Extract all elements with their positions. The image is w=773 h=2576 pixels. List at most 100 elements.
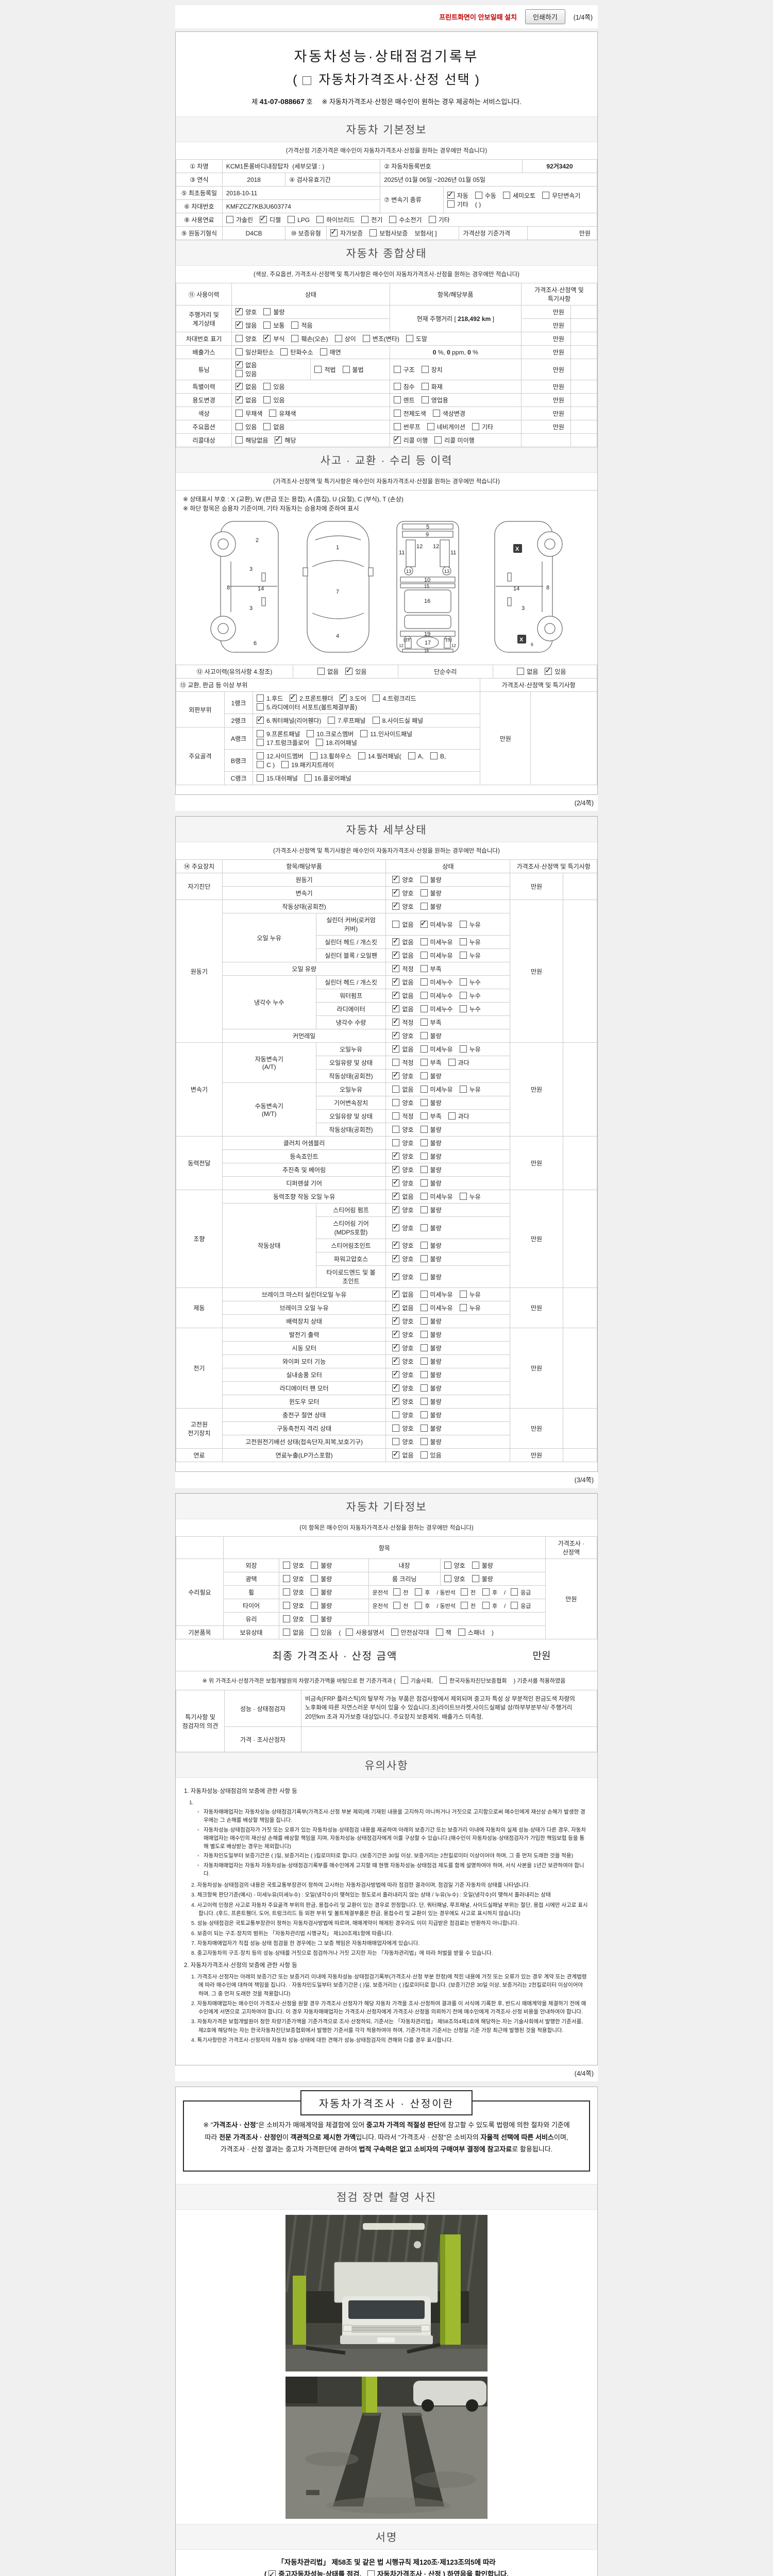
transmission-options-line1: 자동 수동 세미오토 무단변속기 [447,190,593,200]
option-text: ( ) [475,200,481,208]
page-indicator-4: (4/4쪽) [175,2065,598,2082]
option: 부족 [420,964,442,973]
page-2: 자동차 세부상태 (가격조사·산정액 및 특기사항은 매수인이 자동차가격조사·… [175,816,598,1472]
price-note [570,393,598,407]
option: 썬루프 [393,422,421,431]
item-label: 브레이크 오일 누유 [222,1301,386,1315]
option: 불법 [342,365,364,374]
accident-history-options: 없음 있음 [292,665,398,679]
option: 불량 [420,1344,442,1352]
base-price-unit: 만원 [527,226,597,240]
checkbox-icon [420,1242,428,1249]
svg-text:11: 11 [450,550,456,556]
inspector-label: 성능 · 상태점검자 [224,1690,302,1727]
caution-part1-title: 1. 자동차성능·상태점검의 보증에 관한 사항 등 [184,1788,297,1794]
option: 자가보증 [330,227,363,238]
option: 탄화수소 [280,348,313,357]
subitem-label: 실린더 헤드 / 개스킷 [315,975,386,989]
option: 불량 [420,1224,442,1232]
section-detail-state-heading: 자동차 세부상태 [176,817,597,842]
checkbox-icon [434,436,442,444]
page-indicator-1: (1/4쪽) [573,14,593,21]
checkbox-icon [236,319,243,329]
option: 누유 [459,938,481,946]
option: 부식 [263,333,284,343]
final-price-unit: 만원 [532,1651,551,1662]
tuning-kind: 구조 장치 [389,359,522,380]
price-note [570,380,598,394]
checkbox-icon [283,1588,291,1596]
detail-row: 시동 모터 양호 불량 [176,1341,597,1355]
checkbox-icon [257,761,264,768]
price-unit: 만원 [510,873,563,900]
option: 양호 [392,1369,414,1379]
checkbox-icon [420,1153,428,1160]
checkbox-icon [427,423,434,430]
svg-text:7: 7 [336,589,339,595]
detail-row: 라디에이터 팬 모터 양호 불량 [176,1381,597,1395]
option: 2.프론트휀더 [290,692,333,703]
page-indicator-3: (3/4쪽) [175,1472,598,1488]
submodel-value: (세부모델 : ) [292,163,325,170]
col-item: 항목/해당부품 [222,859,386,873]
checkbox-icon [420,1331,428,1338]
section-accident-heading: 사고 · 교환 · 수리 등 이력 [176,447,597,473]
option: 없음 [236,394,257,404]
checkbox-icon [358,752,365,759]
sign-check-price-label: 자동차가격조사 · 산정 ) 하였음을 확인합니다. [377,2570,509,2576]
option: 훼손(오손) [291,334,328,343]
checkbox-icon [280,348,288,355]
install-print-helper-link[interactable]: 프린트화면이 안보일때 설치 [439,13,517,21]
print-button[interactable]: 인쇄하기 [525,9,565,24]
price-info-body: ※ "가격조사 · 산정"은 소비자가 매매계약을 체결함에 있어 중고차 가격… [203,2119,570,2155]
checkbox-icon [472,1575,479,1582]
vin-value: KMFZCZ7KBJU603774 [222,199,381,213]
checkbox-icon [460,1588,468,1596]
detail-row: 동력전달 클러치 어셈블리 양호 불량 만원 [176,1136,598,1190]
glass-label: 유리 [223,1612,280,1626]
price-unit: 만원 [520,359,571,380]
paren-open: ( [293,73,298,87]
option: 15.대쉬패널 [257,774,298,783]
checkbox-icon [311,1588,318,1596]
checkbox-icon [304,774,312,782]
svg-text:6: 6 [254,640,257,647]
option: 양호 [392,1098,414,1107]
text-segment: 입니다. 따라서 "가격조사 · 산정"은 소비자의 [356,2133,481,2141]
empty-cell [368,1612,546,1626]
checkbox-icon [392,1204,400,1213]
option: 없음 [236,359,257,369]
basic-items-label: 기본품목 [176,1625,224,1639]
option: 13.휠하우스 [310,752,351,760]
price-note [570,406,598,420]
simple-repair-label: 단순수리 [397,665,493,679]
checkbox-icon [263,333,271,342]
checkbox-icon [345,666,353,675]
item-label: 윈도우 모터 [222,1395,386,1409]
svg-text:3: 3 [249,566,253,572]
option: 구조 [393,365,415,374]
option: 매연 [320,348,341,357]
option: 수동 [475,191,496,200]
option: 전기 [361,215,382,224]
svg-text:13: 13 [445,638,450,642]
vin-state-row: 차대번호 표기 양호 부식 훼손(오손) 상이 변조(변타) 도말 만원 [175,332,598,346]
overall-state-table: ⑪ 사용이력 상태 항목/해당부품 가격조사·산정액 및 특기사항 주행거리 및… [175,283,598,447]
option: 불량 [420,1206,442,1214]
wheel-options: 양호 불량 [279,1585,369,1599]
state-options: 양호 불량 [385,873,511,887]
option: 양호 [283,1601,304,1610]
checkbox-icon [259,214,267,223]
checkbox-icon [392,990,400,999]
sign-law-line1: 「자동차관리법」 제58조 및 같은 법 시행규칙 제120조·제123조의5에… [277,2558,496,2567]
table-header-row: ⑭ 주요장치 항목/해당부품 상태 가격조사·산정액 및 특기사항 [176,859,597,873]
usage-change-row: 용도변경 없음 있음 렌트 영업용 만원 [175,393,598,407]
svg-text:6: 6 [531,642,533,647]
sign-check-inspect-label: 중고자동차성능·상태를 점검, [278,2570,362,2576]
checkbox-icon [420,1398,428,1405]
checkbox-icon [420,965,428,972]
special-history-row: 특별이력 없음 있음 침수 화재 만원 [175,380,598,394]
svg-text:3: 3 [249,605,253,612]
checkbox-icon [415,1588,423,1596]
